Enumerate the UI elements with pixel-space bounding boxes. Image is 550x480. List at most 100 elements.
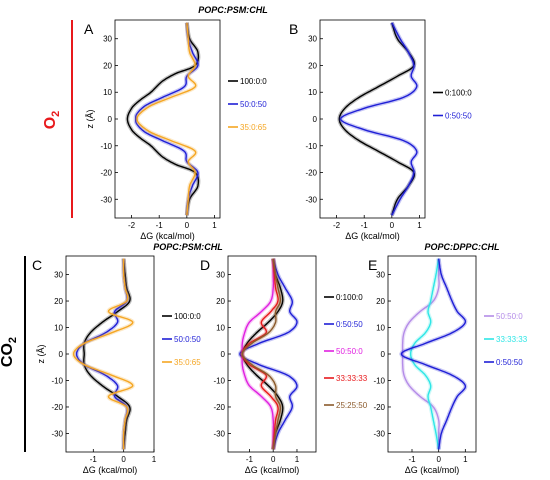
y-tick-label: 0 bbox=[108, 115, 113, 124]
x-tick-label: 1 bbox=[463, 455, 468, 464]
series-line-25:25:50 bbox=[241, 258, 282, 450]
co2-main: CO bbox=[0, 343, 16, 367]
y-tick-label: -30 bbox=[213, 429, 225, 438]
series-line-0:100:0 bbox=[338, 22, 415, 216]
y-tick-label: -30 bbox=[305, 195, 317, 204]
y-tick-label: 0 bbox=[313, 115, 318, 124]
series-line-0:50:50 bbox=[400, 258, 467, 450]
series-line-100:0:0 bbox=[83, 258, 131, 450]
x-axis-label: ΔG (kcal/mol) bbox=[345, 231, 400, 241]
y-tick-label: 10 bbox=[103, 88, 112, 97]
o2-sub: 2 bbox=[50, 111, 62, 117]
y-tick-label: -20 bbox=[373, 403, 385, 412]
panel-letter: B bbox=[289, 21, 298, 37]
series-band-33:33:33 bbox=[408, 258, 441, 450]
y-tick-label: 10 bbox=[216, 324, 225, 333]
legend-entry: 50:50:0 bbox=[496, 312, 523, 321]
co2-label: CO2 bbox=[0, 337, 19, 367]
series-line-50:50:0 bbox=[401, 258, 440, 450]
y-tick-label: 30 bbox=[216, 271, 225, 280]
legend-entry: 35:0:65 bbox=[240, 123, 267, 132]
y-tick-label: -30 bbox=[51, 429, 63, 438]
x-axis-label: ΔG (kcal/mol) bbox=[245, 465, 300, 475]
co2-sub: 2 bbox=[7, 337, 19, 343]
y-tick-label: 30 bbox=[308, 35, 317, 44]
series-band-35:0:65 bbox=[135, 22, 198, 216]
y-tick-label: 10 bbox=[308, 88, 317, 97]
y-tick-label: 20 bbox=[216, 297, 225, 306]
y-tick-label: 20 bbox=[54, 297, 63, 306]
y-tick-label: -10 bbox=[100, 142, 112, 151]
legend-entry: 0:50:50 bbox=[336, 320, 363, 329]
y-tick-label: 20 bbox=[308, 61, 317, 70]
y-tick-label: 20 bbox=[376, 297, 385, 306]
legend-entry: 0:100:0 bbox=[445, 89, 472, 98]
legend-entry: 25:25:50 bbox=[336, 401, 368, 410]
y-tick-label: 0 bbox=[221, 350, 226, 359]
series-line-0:50:50 bbox=[239, 258, 298, 450]
series-line-33:33:33 bbox=[410, 258, 440, 450]
x-tick-label: 0 bbox=[390, 221, 395, 230]
title-mid-right: POPC:DPPC:CHL bbox=[424, 242, 499, 252]
x-tick-label: -1 bbox=[246, 455, 254, 464]
x-axis-label: ΔG (kcal/mol) bbox=[83, 465, 138, 475]
legend-entry: 0:50:50 bbox=[496, 358, 523, 367]
y-tick-label: 30 bbox=[54, 271, 63, 280]
title-top: POPC:PSM:CHL bbox=[198, 5, 268, 15]
y-tick-label: -10 bbox=[51, 376, 63, 385]
y-tick-label: 10 bbox=[376, 324, 385, 333]
x-tick-label: -2 bbox=[333, 221, 341, 230]
panel-letter: A bbox=[84, 21, 94, 37]
x-tick-label: -2 bbox=[128, 221, 136, 230]
x-axis-label: ΔG (kcal/mol) bbox=[405, 465, 460, 475]
series-line-35:0:65 bbox=[72, 258, 134, 450]
x-tick-label: 0 bbox=[121, 455, 126, 464]
legend-entry: 33:33:33 bbox=[336, 374, 368, 383]
y-tick-label: 0 bbox=[381, 350, 386, 359]
x-tick-label: -1 bbox=[156, 221, 164, 230]
series-group bbox=[71, 258, 135, 450]
legend-entry: 50:0:50 bbox=[240, 100, 267, 109]
series-band-0:100:0 bbox=[337, 22, 417, 216]
o2-label: O2 bbox=[42, 111, 62, 130]
y-tick-label: 20 bbox=[103, 61, 112, 70]
legend-entry: 33:33:33 bbox=[496, 335, 528, 344]
x-tick-label: 1 bbox=[152, 455, 157, 464]
x-tick-label: 1 bbox=[212, 221, 217, 230]
y-tick-label: -20 bbox=[305, 169, 317, 178]
panel-letter: D bbox=[200, 257, 210, 273]
series-group bbox=[337, 21, 419, 217]
series-group bbox=[399, 258, 468, 450]
plot-frame bbox=[65, 255, 155, 453]
x-tick-label: 1 bbox=[295, 455, 300, 464]
y-tick-label: -20 bbox=[213, 403, 225, 412]
y-tick-label: -30 bbox=[100, 195, 112, 204]
x-tick-label: 0 bbox=[185, 221, 190, 230]
y-tick-label: -20 bbox=[51, 403, 63, 412]
plot-frame bbox=[114, 19, 221, 219]
x-tick-label: 0 bbox=[271, 455, 276, 464]
legend-entry: 100:0:0 bbox=[174, 312, 201, 321]
x-tick-label: -1 bbox=[408, 455, 416, 464]
y-tick-label: 30 bbox=[376, 271, 385, 280]
y-axis-label: z (Å) bbox=[36, 344, 46, 363]
y-tick-label: 30 bbox=[103, 35, 112, 44]
title-mid-left: POPC:PSM:CHL bbox=[153, 242, 223, 252]
y-tick-label: -10 bbox=[213, 376, 225, 385]
legend-entry: 35:0:65 bbox=[174, 358, 201, 367]
series-group bbox=[125, 22, 201, 216]
y-tick-label: 10 bbox=[54, 324, 63, 333]
series-line-50:50:0 bbox=[241, 258, 275, 450]
series-line-50:0:50 bbox=[135, 22, 199, 216]
y-tick-label: -10 bbox=[373, 376, 385, 385]
panel-letter: E bbox=[368, 257, 377, 273]
legend-entry: 0:50:50 bbox=[445, 112, 472, 121]
legend-entry: 100:0:0 bbox=[240, 77, 267, 86]
x-axis-label: ΔG (kcal/mol) bbox=[140, 231, 195, 241]
